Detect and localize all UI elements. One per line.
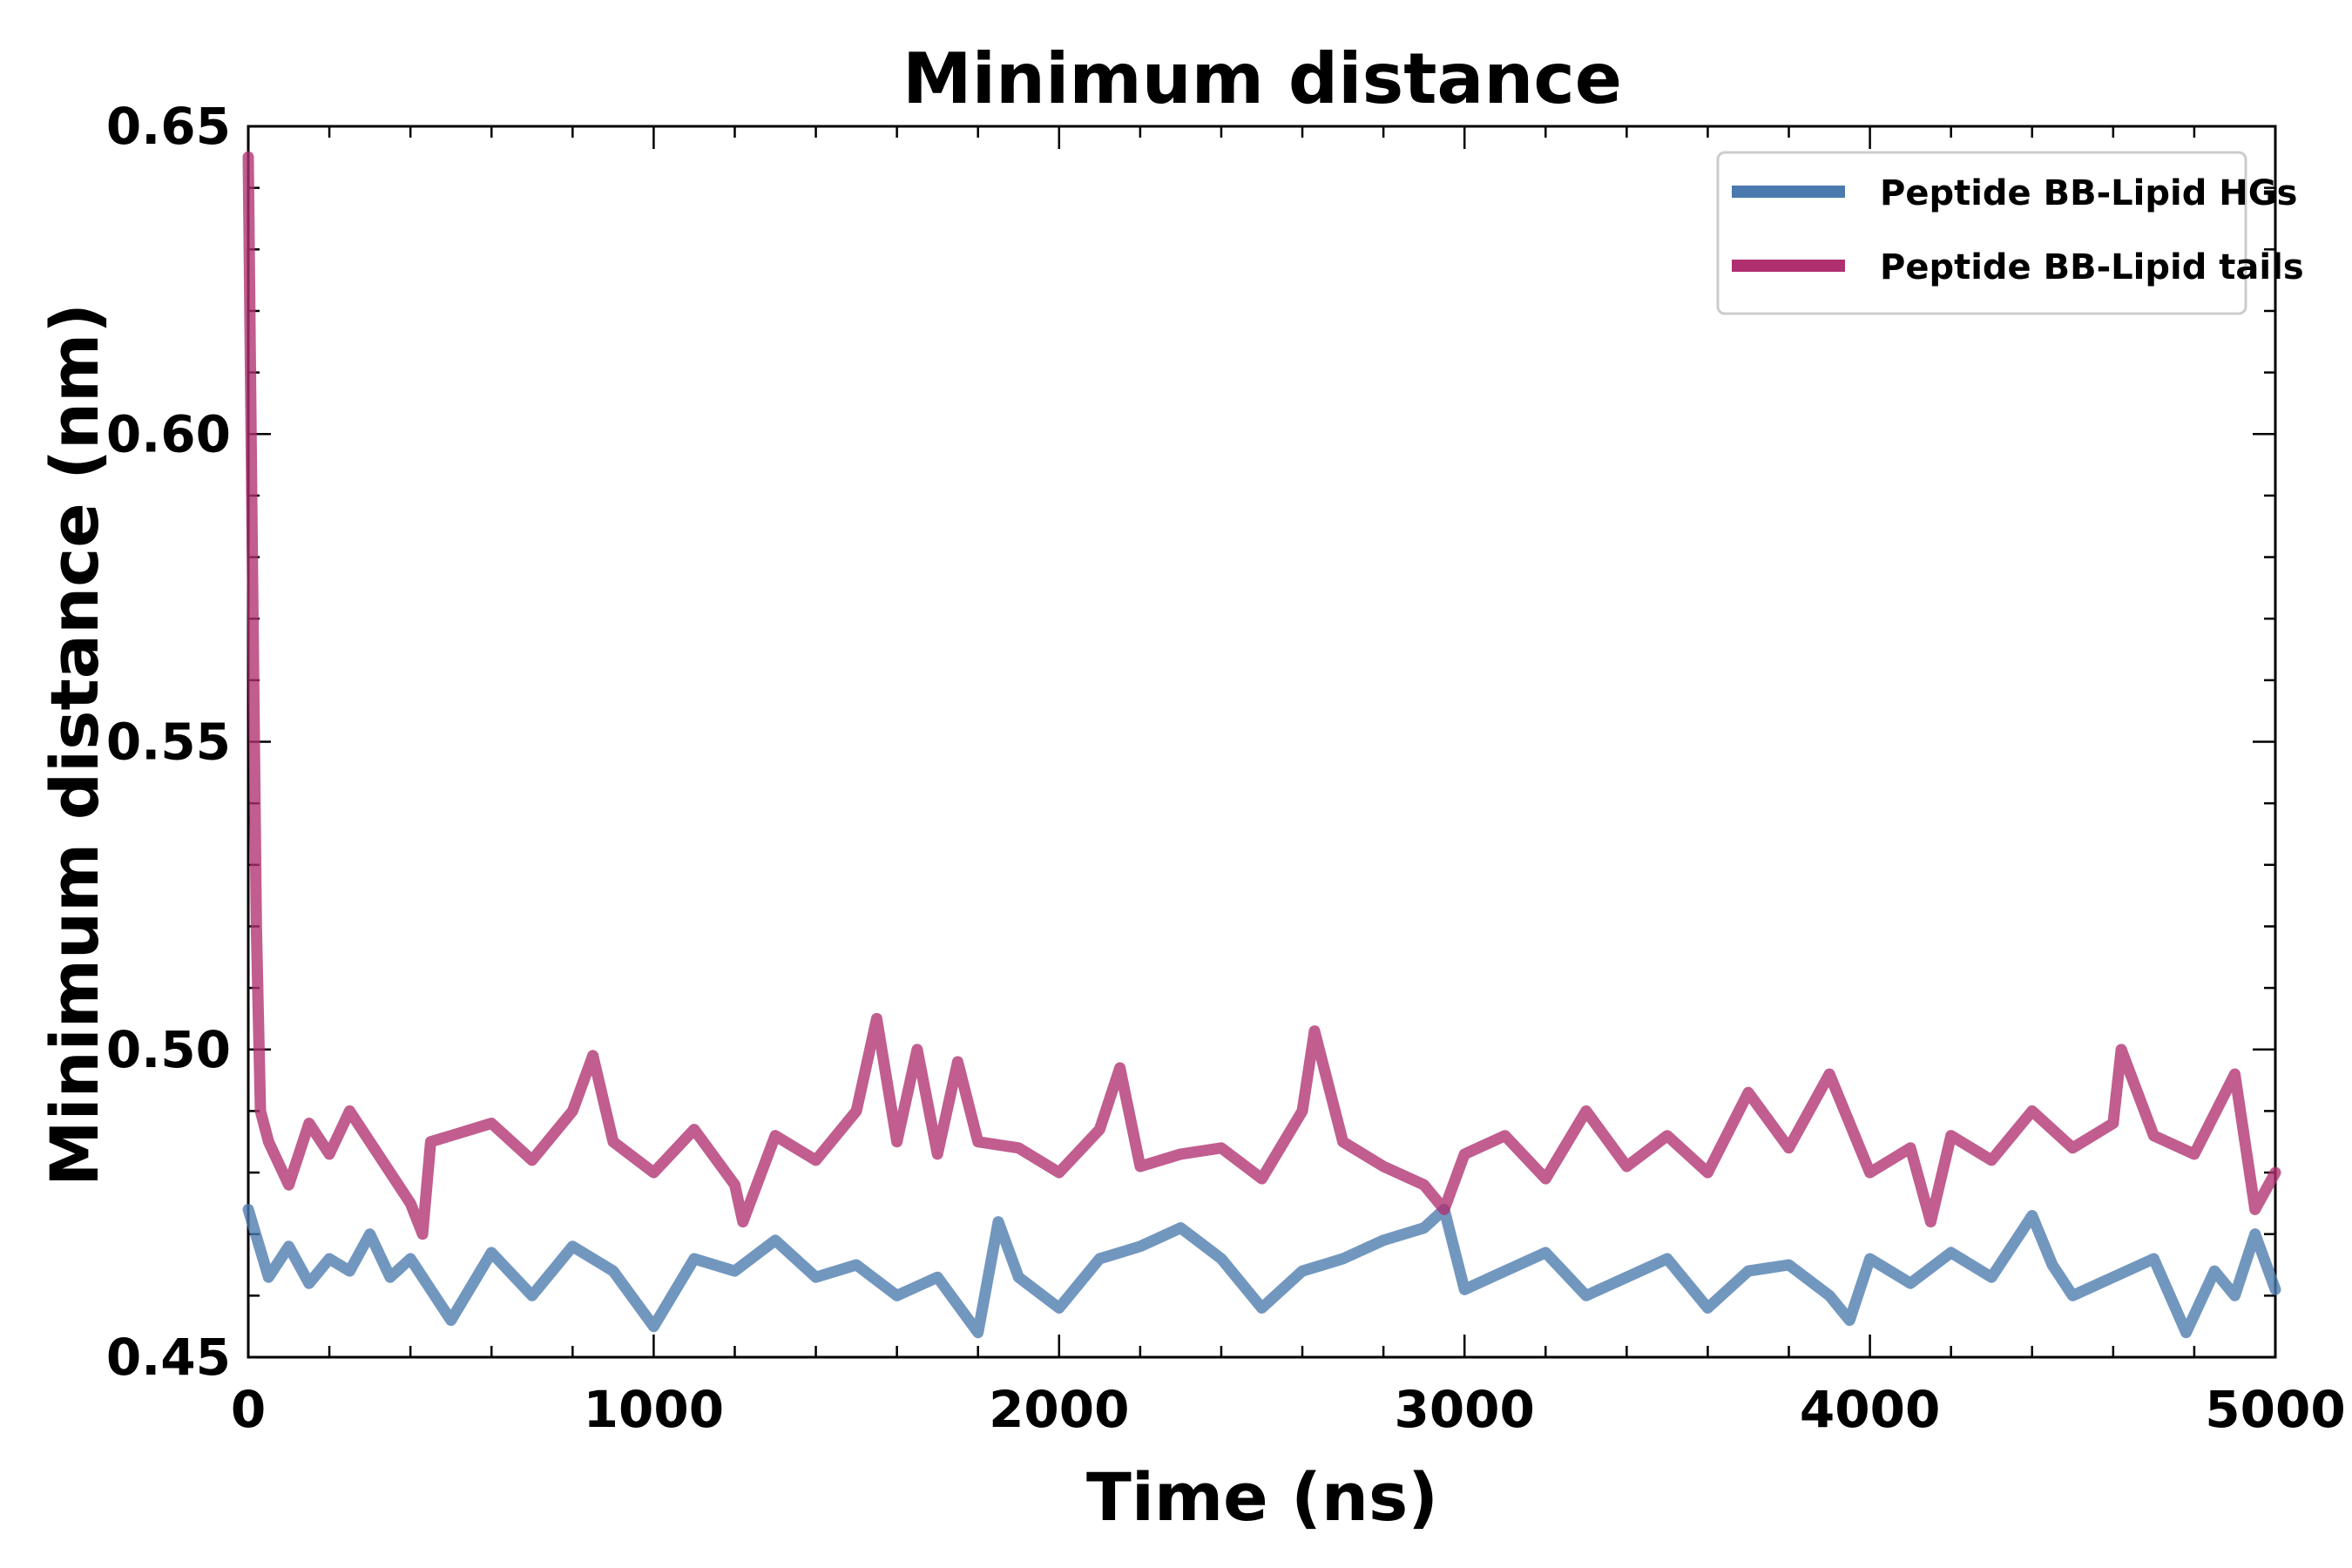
x-tick-label: 4000 [1800, 1380, 1940, 1439]
series-line-hgs [242, 1203, 2281, 1339]
series-lines [242, 151, 2281, 1339]
legend-label-hgs: Peptide BB-Lipid HGs [1880, 173, 2297, 213]
y-axis-label: Minimum distance (nm) [36, 303, 113, 1186]
x-tick-label: 3000 [1394, 1380, 1534, 1439]
y-tick-label: 0.45 [106, 1328, 231, 1387]
y-tick-labels: 0.45 0.50 0.55 0.60 0.65 [106, 97, 231, 1387]
x-tick-label: 0 [231, 1380, 266, 1439]
y-tick-label: 0.55 [106, 713, 231, 772]
x-axis-label: Time (ns) [1086, 1458, 1438, 1536]
x-tick-label: 1000 [584, 1380, 724, 1439]
legend: Peptide BB-Lipid HGs Peptide BB-Lipid ta… [1716, 151, 2304, 315]
major-ticks [247, 125, 2277, 1359]
x-tick-label: 5000 [2205, 1380, 2345, 1439]
y-tick-label: 0.60 [106, 404, 231, 463]
y-tick-label: 0.50 [106, 1020, 231, 1079]
chart-title: Minimum distance [902, 38, 1622, 119]
x-tick-label: 2000 [989, 1380, 1129, 1439]
series-line-tails [242, 151, 2281, 1240]
legend-label-tails: Peptide BB-Lipid tails [1880, 247, 2304, 287]
legend-box [1716, 151, 2247, 315]
y-tick-label: 0.65 [106, 97, 231, 156]
x-tick-labels: 0 1000 2000 3000 4000 5000 [231, 1380, 2346, 1439]
